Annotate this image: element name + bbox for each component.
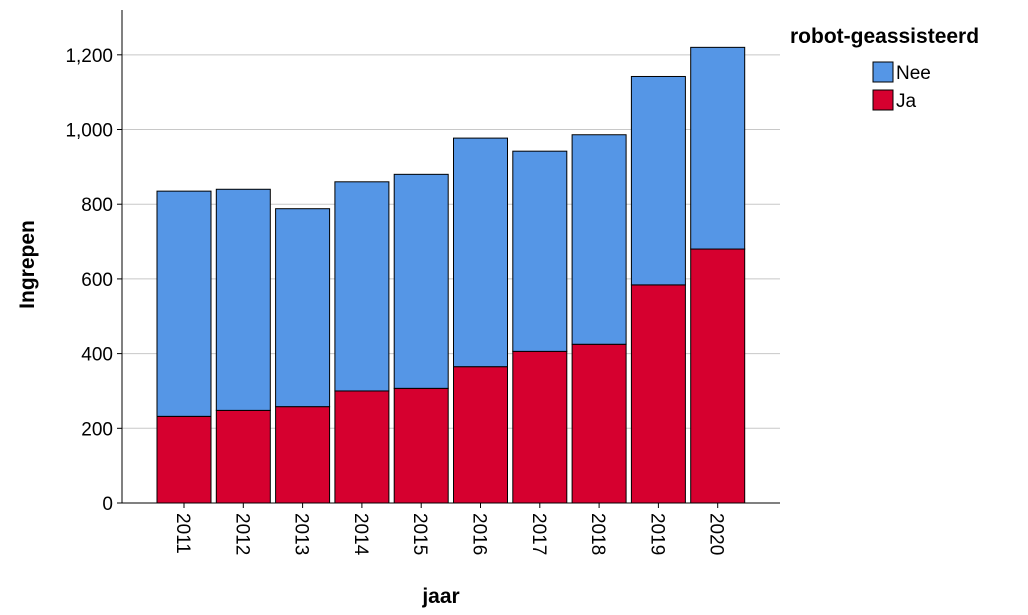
legend-label-nee: Nee	[896, 63, 931, 84]
x-tick-label-2014: 2014	[350, 513, 371, 556]
x-tick-label-2015: 2015	[409, 513, 430, 555]
y-tick-labels: 0 200 400 600 800 1,000 1,200	[65, 46, 122, 515]
y-tick-label: 1,000	[65, 121, 113, 142]
x-tick-label-2020: 2020	[706, 513, 727, 555]
bar-nee-2016	[453, 137, 508, 368]
legend-title: robot-geassisteerd	[790, 25, 979, 48]
y-tick-label: 600	[81, 270, 113, 291]
bar-nee-2020	[690, 46, 746, 250]
x-tick-label-2013: 2013	[291, 513, 312, 555]
legend-label-ja: Ja	[896, 91, 917, 112]
legend-entries: Nee Ja	[872, 61, 931, 112]
x-tick-label-2017: 2017	[528, 513, 549, 555]
bar-ja-2015	[393, 387, 449, 504]
x-tick-labels: 2011 2012 2013 2014 2015 2016 2017 2018 2019 2020	[172, 503, 727, 556]
x-tick-label-2012: 2012	[231, 513, 252, 555]
y-tick-label: 400	[81, 345, 113, 366]
bar-nee-2012	[215, 188, 271, 411]
bar-ja-2019	[630, 284, 686, 504]
legend-swatch-nee	[872, 61, 894, 83]
bar-ja-2014	[334, 390, 390, 504]
bars	[156, 46, 746, 504]
y-tick-label: 0	[102, 494, 113, 515]
bar-nee-2017	[512, 150, 568, 352]
bar-nee-2014	[334, 181, 390, 392]
bar-ja-2012	[215, 409, 271, 504]
y-axis-title: Ingrepen	[16, 220, 39, 309]
bar-ja-2011	[156, 415, 212, 504]
y-tick-label: 200	[81, 419, 113, 440]
bar-ja-2020	[690, 248, 746, 504]
x-axis-title: jaar	[421, 585, 459, 608]
bar-ja-2017	[512, 350, 568, 504]
x-tick-label-2018: 2018	[587, 513, 608, 555]
bar-ja-2016	[453, 366, 508, 504]
bar-nee-2015	[393, 173, 449, 389]
legend: robot-geassisteerd Nee Ja	[790, 25, 979, 112]
bar-ja-2018	[571, 343, 627, 504]
bar-nee-2018	[571, 134, 627, 345]
x-tick-label-2019: 2019	[646, 513, 667, 555]
y-tick-label: 800	[81, 195, 113, 216]
x-tick-label-2016: 2016	[469, 513, 490, 555]
y-tick-label: 1,200	[65, 46, 113, 67]
bar-nee-2011	[156, 190, 212, 417]
bar-nee-2013	[275, 208, 331, 408]
bar-nee-2019	[630, 75, 686, 286]
axes	[121, 10, 780, 504]
legend-swatch-ja	[872, 89, 894, 111]
bar-ja-2013	[275, 406, 331, 504]
x-tick-label-2011: 2011	[172, 513, 193, 554]
